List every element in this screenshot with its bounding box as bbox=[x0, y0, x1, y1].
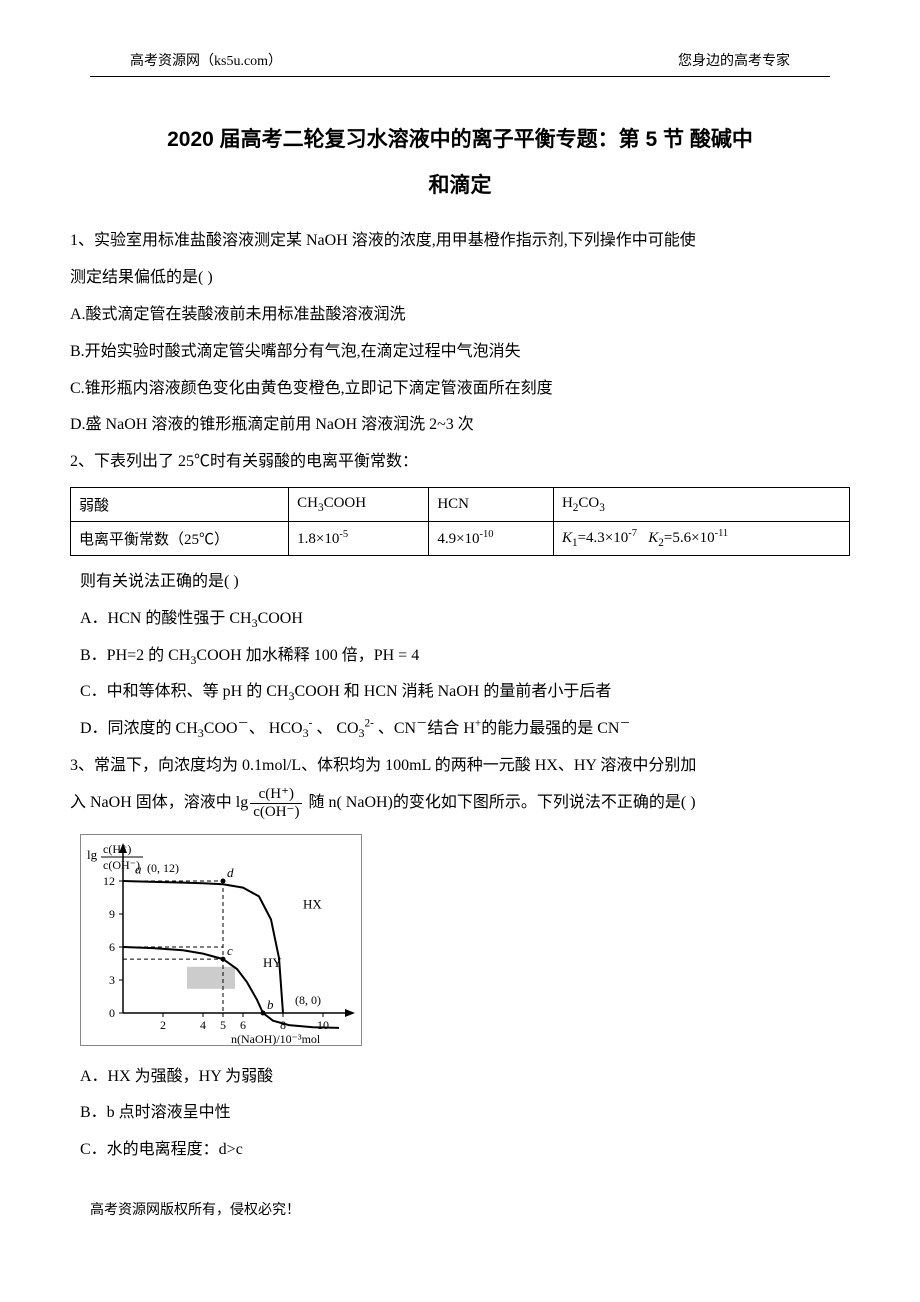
q2d-4: 、 CO bbox=[312, 720, 358, 737]
cell-ch3cooh: CH3COOH bbox=[289, 487, 429, 521]
page-title: 2020 届高考二轮复习水溶液中的离子平衡专题：第 5 节 酸碱中 和滴定 bbox=[70, 117, 850, 209]
q1-option-b: B.开始实验时酸式滴定管尖嘴部分有气泡,在滴定过程中气泡消失 bbox=[70, 334, 850, 371]
svg-text:(0, 12): (0, 12) bbox=[147, 861, 179, 875]
svg-text:c(H⁺): c(H⁺) bbox=[103, 842, 131, 856]
q2b-pre: B．PH=2 的 CH bbox=[80, 647, 190, 664]
cell-acid-label: 弱酸 bbox=[71, 487, 289, 521]
q2c-pre: C．中和等体积、等 pH 的 CH bbox=[80, 683, 288, 700]
svg-text:3: 3 bbox=[109, 973, 115, 987]
q2d-7: 的能力最强的是 CN bbox=[481, 720, 619, 737]
svg-text:lg: lg bbox=[87, 847, 98, 862]
frac-den: c(OH⁻) bbox=[250, 804, 302, 821]
q2-stem: 2、下表列出了 25℃时有关弱酸的电离平衡常数： bbox=[70, 444, 850, 481]
header-divider bbox=[90, 76, 830, 77]
q2-option-b: B．PH=2 的 CH3COOH 加水稀释 100 倍，PH = 4 bbox=[70, 638, 850, 675]
cell-const-2: 4.9×10-10 bbox=[429, 521, 554, 555]
q2-option-d: D．同浓度的 CH3COO－、 HCO3- 、 CO32- 、CN－结合 H+的… bbox=[70, 711, 850, 748]
q2b-post: COOH 加水稀释 100 倍，PH = 4 bbox=[196, 647, 419, 664]
svg-text:HX: HX bbox=[303, 896, 322, 911]
svg-text:n(NaOH)/10⁻³mol: n(NaOH)/10⁻³mol bbox=[231, 1032, 321, 1046]
q1-option-c: C.锥形瓶内溶液颜色变化由黄色变橙色,立即记下滴定管液面所在刻度 bbox=[70, 371, 850, 408]
svg-text:6: 6 bbox=[240, 1018, 246, 1032]
q2a-pre: A．HCN 的酸性强于 CH bbox=[80, 610, 252, 627]
svg-text:(8, 0): (8, 0) bbox=[295, 993, 321, 1007]
cell-hcn: HCN bbox=[429, 487, 554, 521]
svg-text:10: 10 bbox=[317, 1018, 329, 1032]
svg-text:c(OH⁻): c(OH⁻) bbox=[103, 858, 140, 872]
cell-h2co3: H2CO3 bbox=[553, 487, 849, 521]
svg-text:d: d bbox=[227, 865, 234, 880]
table-row: 弱酸 CH3COOH HCN H2CO3 bbox=[71, 487, 850, 521]
header-right: 您身边的高考专家 bbox=[678, 50, 790, 70]
q2a-post: COOH bbox=[258, 610, 303, 627]
q2-post: 则有关说法正确的是( ) bbox=[70, 564, 850, 601]
fraction-icon: c(H⁺)c(OH⁻) bbox=[250, 786, 302, 820]
svg-text:c: c bbox=[227, 943, 233, 958]
q2d-6: 结合 H bbox=[427, 720, 475, 737]
q2-table: 弱酸 CH3COOH HCN H2CO3 电离平衡常数（25℃） 1.8×10-… bbox=[70, 487, 850, 556]
svg-text:0: 0 bbox=[109, 1006, 115, 1020]
cell-const-3: K1=4.3×10-7 K2=5.6×10-11 bbox=[553, 521, 849, 555]
q2d-3: 、 HCO bbox=[249, 720, 303, 737]
q2-option-c: C．中和等体积、等 pH 的 CH3COOH 和 HCN 消耗 NaOH 的量前… bbox=[70, 674, 850, 711]
svg-text:5: 5 bbox=[220, 1018, 226, 1032]
q2d-1: D．同浓度的 CH bbox=[80, 720, 198, 737]
svg-text:HY: HY bbox=[263, 954, 282, 969]
page-footer: 高考资源网版权所有，侵权必究！ bbox=[70, 1199, 850, 1219]
q3-option-b: B．b 点时溶液呈中性 bbox=[70, 1095, 850, 1132]
frac-num: c(H⁺) bbox=[250, 786, 302, 804]
q2d-5: 、CN bbox=[374, 720, 416, 737]
svg-text:4: 4 bbox=[200, 1018, 206, 1032]
q1-stem-1: 1、实验室用标准盐酸溶液测定某 NaOH 溶液的浓度,用甲基橙作指示剂,下列操作… bbox=[70, 223, 850, 260]
q1-stem-2: 测定结果偏低的是( ) bbox=[70, 260, 850, 297]
q1-option-a: A.酸式滴定管在装酸液前未用标准盐酸溶液润洗 bbox=[70, 297, 850, 334]
title-line1: 2020 届高考二轮复习水溶液中的离子平衡专题：第 5 节 酸碱中 bbox=[167, 128, 753, 151]
q3-option-c: C．水的电离程度：d>c bbox=[70, 1132, 850, 1169]
svg-text:2: 2 bbox=[160, 1018, 166, 1032]
svg-text:b: b bbox=[267, 997, 274, 1012]
q3-chart: 0369122456810HXHYad(0, 12)cb(8, 0)lgc(H⁺… bbox=[80, 834, 362, 1046]
q3-stem-2: 入 NaOH 固体，溶液中 lgc(H⁺)c(OH⁻) 随 n( NaOH)的变… bbox=[70, 785, 850, 822]
q2d-2: COO bbox=[204, 720, 238, 737]
q3-stem-2a: 入 NaOH 固体，溶液中 lg bbox=[70, 794, 248, 811]
q3-stem-2b: 随 n( NaOH)的变化如下图所示。下列说法不正确的是( ) bbox=[304, 794, 695, 811]
q3-option-a: A．HX 为强酸，HY 为弱酸 bbox=[70, 1059, 850, 1096]
cell-const-label: 电离平衡常数（25℃） bbox=[71, 521, 289, 555]
title-line2: 和滴定 bbox=[429, 174, 492, 197]
table-row: 电离平衡常数（25℃） 1.8×10-5 4.9×10-10 K1=4.3×10… bbox=[71, 521, 850, 555]
svg-text:9: 9 bbox=[109, 907, 115, 921]
cell-const-1: 1.8×10-5 bbox=[289, 521, 429, 555]
q2c-post: COOH 和 HCN 消耗 NaOH 的量前者小于后者 bbox=[294, 683, 611, 700]
q1-option-d: D.盛 NaOH 溶液的锥形瓶滴定前用 NaOH 溶液润洗 2~3 次 bbox=[70, 407, 850, 444]
svg-text:12: 12 bbox=[103, 874, 115, 888]
q3-stem-1: 3、常温下，向浓度均为 0.1mol/L、体积均为 100mL 的两种一元酸 H… bbox=[70, 748, 850, 785]
q2-option-a: A．HCN 的酸性强于 CH3COOH bbox=[70, 601, 850, 638]
svg-text:6: 6 bbox=[109, 940, 115, 954]
header-left: 高考资源网（ks5u.com） bbox=[130, 50, 282, 70]
